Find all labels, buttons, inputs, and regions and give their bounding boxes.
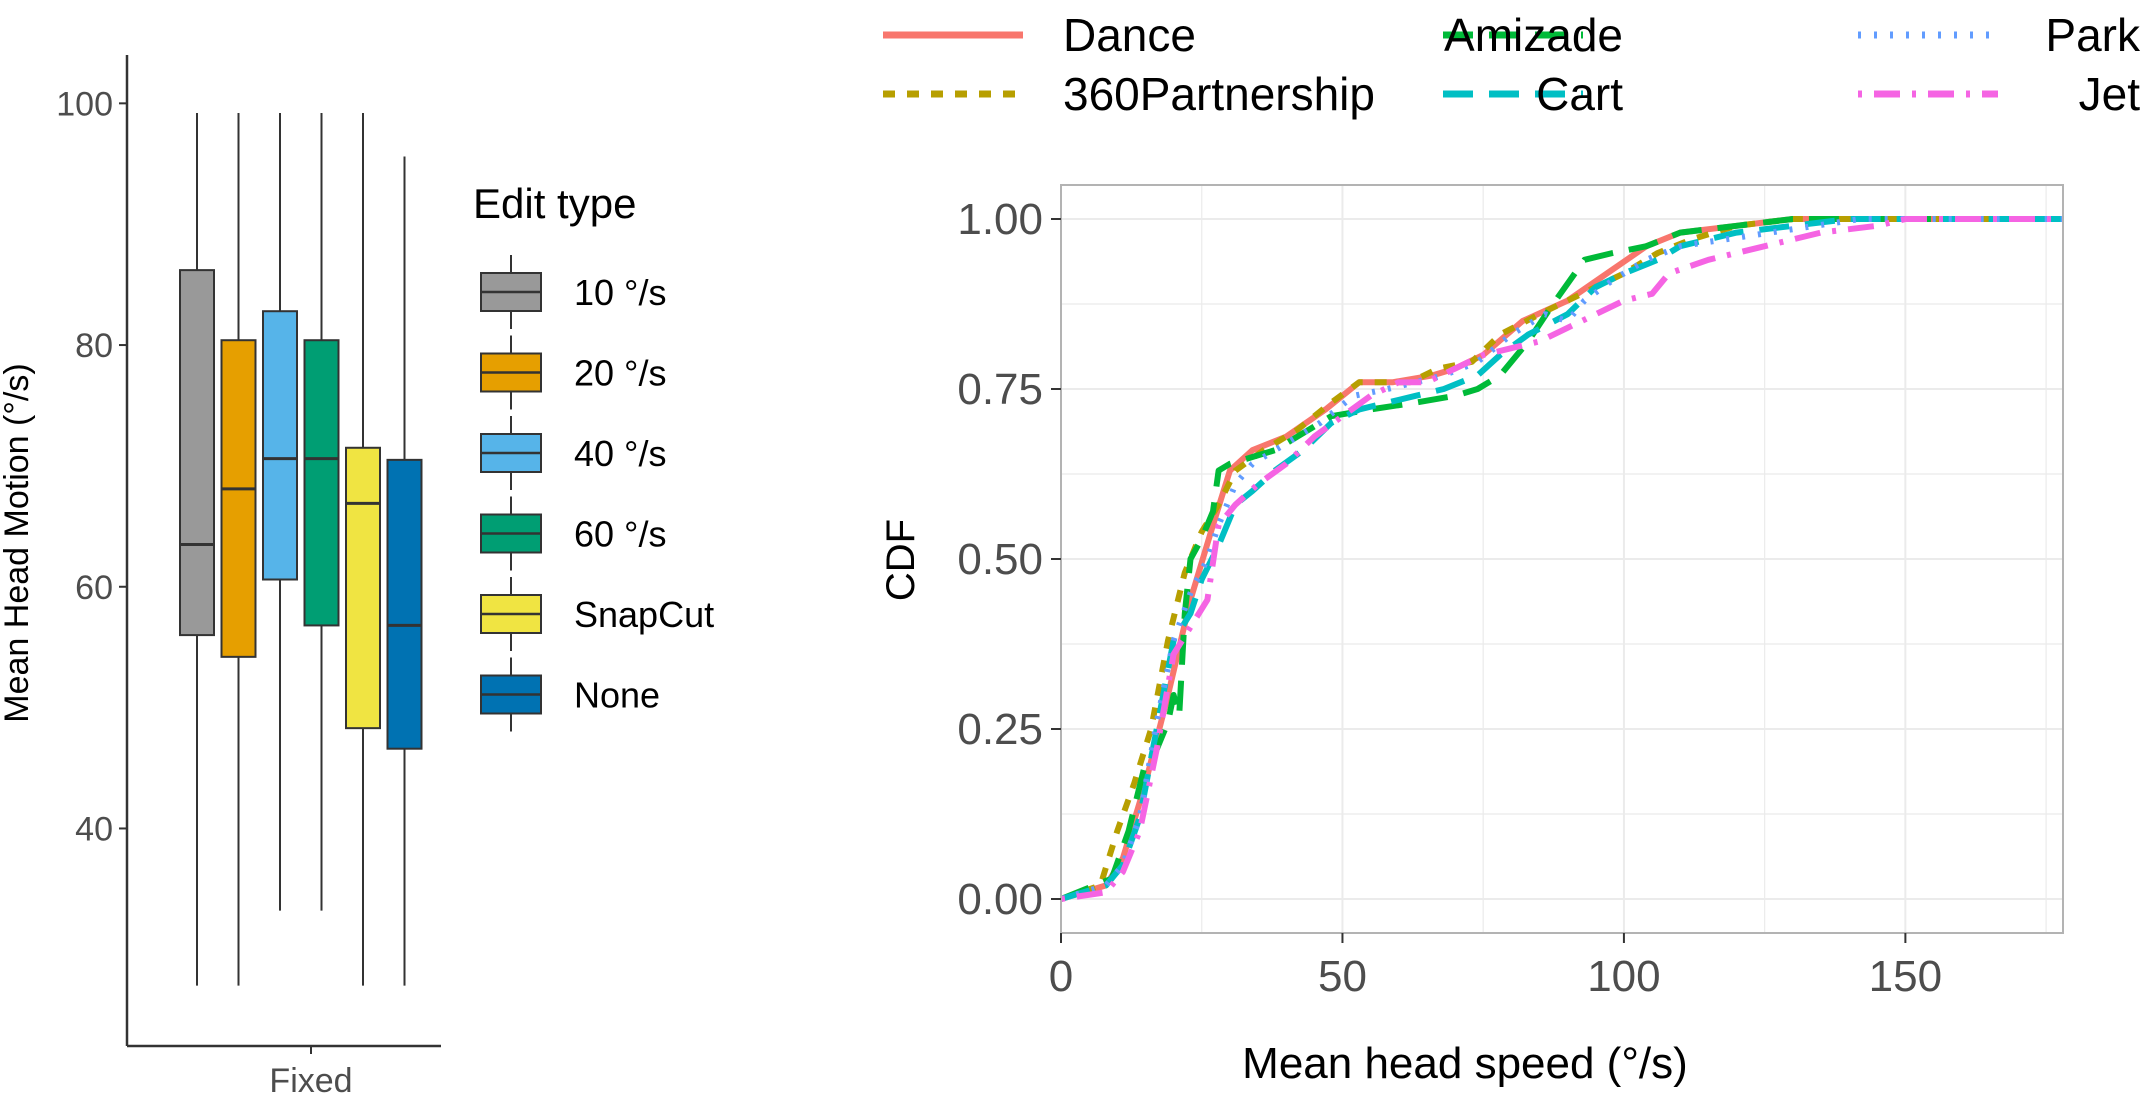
- legend-entry-none: None: [480, 657, 660, 732]
- box-body: [179, 269, 215, 637]
- cdf-lines: [1059, 216, 2063, 902]
- cdf-x-axis-label: Mean head speed (°/s): [1242, 1039, 1688, 1088]
- cdf-chart: Dance 360Partnership Amizade Cart Park Jet 0.…: [879, 9, 2141, 1088]
- cdf-legend-entry-cart: Cart: [1443, 68, 1623, 120]
- cdf-y-tick-label: 0.75: [957, 365, 1043, 414]
- cdf-y-axis-label: CDF: [879, 519, 923, 601]
- boxplot-boxes: [179, 113, 423, 986]
- boxplot-x-tick-label: Fixed: [269, 1062, 352, 1100]
- cdf-legend-label: Park: [2045, 9, 2141, 61]
- cdf-legend-label: Jet: [2079, 68, 2141, 120]
- boxplot-chart: Mean Head Motion (°/s) 40 60 80 100 Fixed E…: [0, 55, 714, 1100]
- box-body: [345, 446, 381, 730]
- cdf-line-park: [1060, 216, 2063, 902]
- boxplot-y-tick-label: 40: [75, 810, 113, 848]
- cdf-line-jet: [1060, 216, 2063, 902]
- legend-label: 60 °/s: [574, 514, 666, 555]
- boxplot-y-tick-label: 60: [75, 569, 113, 607]
- box-none: [386, 156, 423, 986]
- legend-label: 20 °/s: [574, 353, 666, 394]
- box-10-s: [179, 113, 215, 986]
- boxplot-legend: 10 °/s 20 °/s 40 °/s 60 °/s SnapCut None: [480, 255, 714, 732]
- cdf-x-ticks: 0 50 100 150: [1049, 933, 1942, 1001]
- legend-label: 40 °/s: [574, 433, 666, 474]
- boxplot-y-tick-label: 100: [56, 85, 113, 123]
- cdf-y-tick-label: 0.00: [957, 875, 1043, 924]
- cdf-y-ticks: 0.00 0.25 0.50 0.75 1.00: [957, 195, 1061, 924]
- legend-entry-60-s: 60 °/s: [480, 496, 666, 571]
- cdf-legend-entry-jet: Jet: [1858, 68, 2140, 120]
- box-body: [262, 310, 298, 581]
- cdf-legend-entry-dance: Dance: [883, 9, 1196, 61]
- legend-entry-10-s: 10 °/s: [480, 255, 666, 329]
- cdf-y-tick-label: 0.50: [957, 535, 1043, 584]
- cdf-legend-entry-park: Park: [1858, 9, 2141, 61]
- cdf-x-tick-label: 100: [1587, 952, 1660, 1001]
- boxplot-y-ticks: 40 60 80 100: [56, 85, 127, 848]
- legend-entry-20-s: 20 °/s: [480, 335, 666, 410]
- boxplot-y-axis-label: Mean Head Motion (°/s): [0, 363, 36, 722]
- box-40-s: [262, 113, 298, 911]
- cdf-legend-label: Amizade: [1444, 9, 1623, 61]
- box-body: [220, 339, 257, 658]
- cdf-legend-label: Cart: [1536, 68, 1623, 120]
- cdf-y-tick-label: 1.00: [957, 195, 1043, 244]
- box-body: [386, 458, 423, 750]
- cdf-x-tick-label: 50: [1318, 952, 1367, 1001]
- cdf-x-tick-label: 150: [1869, 952, 1942, 1001]
- cdf-y-tick-label: 0.25: [957, 705, 1043, 754]
- boxplot-y-tick-label: 80: [75, 327, 113, 365]
- boxplot-legend-title: Edit type: [473, 180, 636, 227]
- box-snapcut: [345, 113, 381, 986]
- box-20-s: [220, 113, 257, 986]
- legend-label: None: [574, 675, 660, 716]
- box-body: [303, 339, 340, 627]
- cdf-legend-entry-amizade: Amizade: [1443, 9, 1623, 61]
- cdf-legend-label: Dance: [1063, 9, 1196, 61]
- legend-entry-snapcut: SnapCut: [480, 577, 714, 651]
- cdf-legend: Dance 360Partnership Amizade Cart Park Jet: [883, 9, 2141, 120]
- legend-label: 10 °/s: [574, 272, 666, 313]
- legend-entry-40-s: 40 °/s: [480, 416, 666, 490]
- cdf-x-tick-label: 0: [1049, 952, 1073, 1001]
- cdf-line-amizade: [1059, 216, 2063, 902]
- box-60-s: [303, 113, 340, 911]
- legend-label: SnapCut: [574, 594, 714, 635]
- cdf-legend-label: 360Partnership: [1063, 68, 1375, 120]
- cdf-legend-entry-360partnership: 360Partnership: [883, 68, 1375, 120]
